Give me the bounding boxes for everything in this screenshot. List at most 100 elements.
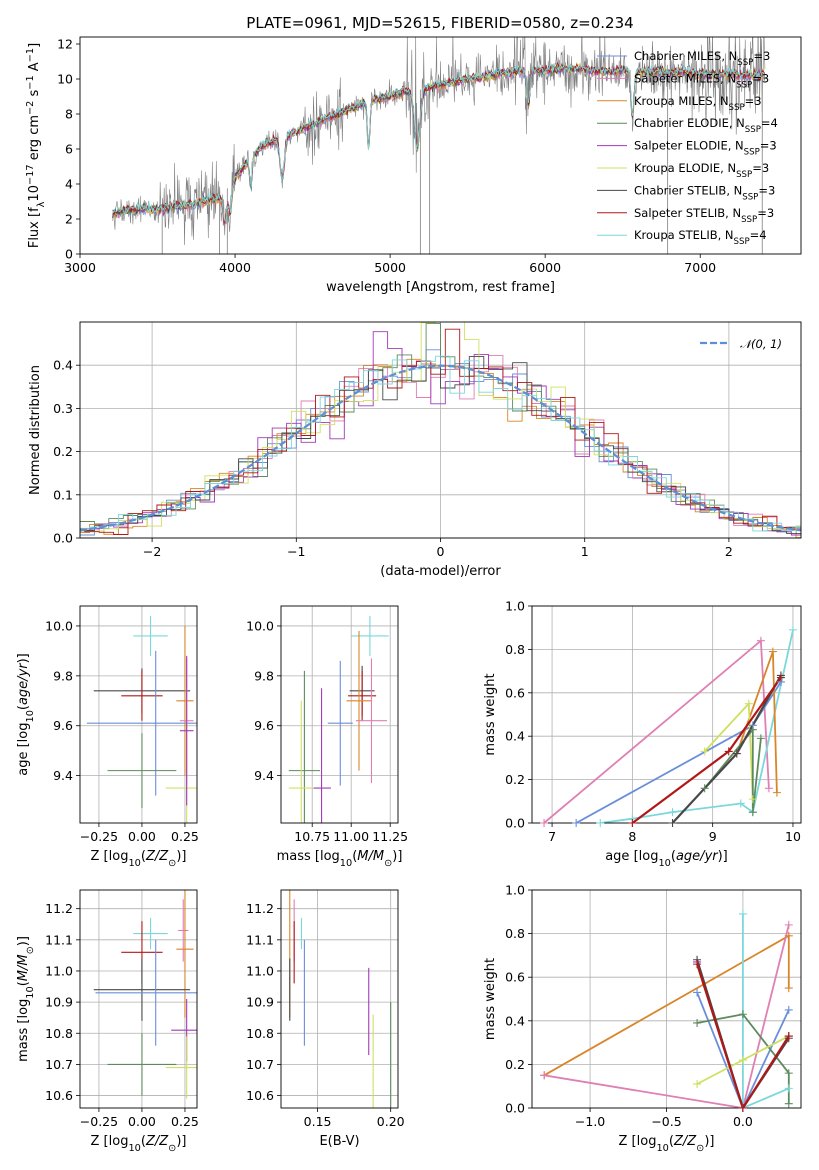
x-axis-label-part: 10 (658, 858, 670, 869)
weight-marker (668, 808, 677, 817)
legend-entry: Salpeter MILES, NSSP=3 (634, 71, 769, 90)
legend-entry-part: Kroupa ELODIE, N (634, 161, 736, 175)
y-tick-label: 9.4 (53, 768, 73, 783)
x-tick-label: 7 (548, 829, 556, 844)
y-tick-label: 0.8 (505, 926, 525, 941)
y-axis-label-part: ] (27, 43, 42, 48)
x-axis-label-part: age [log (605, 849, 658, 864)
x-axis-label-part: ( (669, 1134, 674, 1149)
legend-entry-part: Salpeter MILES, N (634, 71, 736, 85)
weight-marker (700, 747, 709, 756)
x-tick-label: 0.00 (128, 1114, 156, 1129)
y-tick-label: 0.1 (53, 487, 73, 502)
panel-spectrum: 3000 4000 5000 6000 7000 0 2 4 6 8 10 12 wavelength … (25, 37, 802, 295)
legend-entry-part: =3 (752, 161, 769, 175)
x-axis-label-part: Z/Z (145, 849, 169, 864)
x-axis-label-part: E(B-V) (319, 1134, 359, 1149)
weight-marker (693, 1080, 702, 1089)
plot-area-weight_vs_age (543, 629, 794, 823)
x-axis-label-part: ( (141, 849, 146, 864)
weight-marker (748, 725, 757, 734)
weight-marker (693, 960, 702, 969)
y-tick-label: 1.0 (505, 599, 525, 614)
legend-entry: 𝒩(0, 1) (740, 337, 782, 351)
legend-entry-part: =3 (758, 183, 775, 197)
legend-entry: Chabrier ELODIE, NSSP=4 (634, 116, 778, 135)
x-axis-label-part: )] (176, 849, 186, 864)
figure-panels: 3000 4000 5000 6000 7000024681012wavelength … (16, 37, 802, 1154)
weight-marker (764, 784, 773, 793)
x-axis-label-part: ( (141, 1134, 146, 1149)
x-axis-label-part: ⊙ (168, 858, 176, 869)
legend-entry-part: SSP (734, 237, 750, 247)
x-tick-label: 6000 (529, 260, 561, 275)
y-axis-label-part: )] (16, 653, 31, 663)
x-axis-label: mass [log10(M/M⊙)] (277, 849, 403, 869)
x-axis-label: Z [log10(Z/Z⊙)] (619, 1134, 715, 1154)
weight-marker (772, 788, 781, 797)
y-tick-label: 11.1 (45, 932, 73, 947)
x-axis-label-part: )] (176, 1134, 186, 1149)
hist-kroupa-stelib (80, 355, 801, 532)
x-axis-label: (data-model)/error (380, 564, 501, 579)
y-tick-label: 6 (65, 142, 73, 157)
x-axis-label-part: 10 (340, 858, 352, 869)
y-tick-label: 0.4 (53, 358, 73, 373)
x-tick-label: 5000 (374, 260, 406, 275)
plot-area-mass_vs_EBV (289, 890, 392, 1108)
y-axis-label-part: )] (16, 936, 31, 946)
y-tick-label: 10.7 (246, 1057, 274, 1072)
y-axis-label-part: M/M (16, 954, 31, 981)
x-axis-label-part: Z [log (91, 1134, 129, 1149)
y-tick-label: 0.8 (505, 642, 525, 657)
x-axis-label: Z [log10(Z/Z⊙)] (91, 849, 187, 869)
weight-marker (784, 920, 793, 929)
x-tick-label: 1 (581, 544, 589, 559)
legend-entry-part: Chabrier ELODIE, N (634, 116, 745, 130)
x-axis-label: age [log10(age/yr)] (605, 849, 728, 869)
legend-entry-part: SSP (742, 192, 758, 202)
y-tick-label: 11.2 (45, 901, 73, 916)
x-axis-label-part: ( (352, 849, 357, 864)
y-tick-label: 0.0 (53, 531, 73, 546)
y-tick-label: 8 (65, 107, 73, 122)
weight-line (544, 924, 790, 1108)
y-axis-label-part: 10 (27, 185, 42, 202)
hist-kroupa-miles (80, 358, 801, 538)
weight-marker (668, 819, 677, 827)
weight-marker (628, 819, 637, 827)
y-axis-label-part: s (27, 89, 42, 100)
y-tick-label: 9.8 (53, 668, 73, 683)
y-axis-label-part: mass weight (483, 673, 498, 755)
legend-entry: Kroupa MILES, NSSP=3 (634, 94, 762, 113)
y-tick-label: 0.3 (53, 401, 73, 416)
weight-line (543, 638, 770, 823)
y-axis-label: Normed distribution (28, 365, 43, 495)
y-axis-label-part: A (27, 62, 42, 75)
weight-marker (756, 734, 765, 743)
weight-marker (736, 799, 745, 808)
legend-entry-part: =4 (761, 116, 778, 130)
panel-mass_vs_Z: −0.25 0.00 0.25 10.6 10.7 10.8 10.9 11.0 11.1 11.… (16, 889, 199, 1154)
weight-marker (572, 819, 581, 827)
weight-marker (784, 1084, 793, 1093)
legend-entry-part: =4 (750, 228, 767, 242)
y-axis-label-part: mass weight (483, 958, 498, 1040)
x-tick-label: 8 (628, 829, 636, 844)
x-tick-label: 0.0 (733, 1114, 753, 1129)
x-axis-label-part: mass [log (277, 849, 340, 864)
y-tick-label: 11.0 (45, 963, 73, 978)
plot-area-age_vs_mass (288, 615, 389, 823)
y-tick-label: 9.6 (254, 718, 274, 733)
y-axis-label: mass [log10(M/M⊙)] (16, 936, 36, 1062)
legend-entry-part: Salpeter ELODIE, N (634, 139, 744, 153)
x-axis-label-part: ( (671, 849, 676, 864)
x-axis-label-part: ⊙ (168, 1143, 176, 1154)
legend-entry-part: Chabrier STELIB, N (634, 183, 742, 197)
legend-entry-part: SSP (745, 125, 761, 135)
x-tick-label: 7000 (684, 260, 716, 275)
x-axis-label-part: Z/Z (673, 1134, 697, 1149)
y-tick-label: 10.0 (246, 618, 274, 633)
x-tick-label: 9 (709, 829, 717, 844)
y-tick-label: 10.8 (45, 1026, 73, 1041)
